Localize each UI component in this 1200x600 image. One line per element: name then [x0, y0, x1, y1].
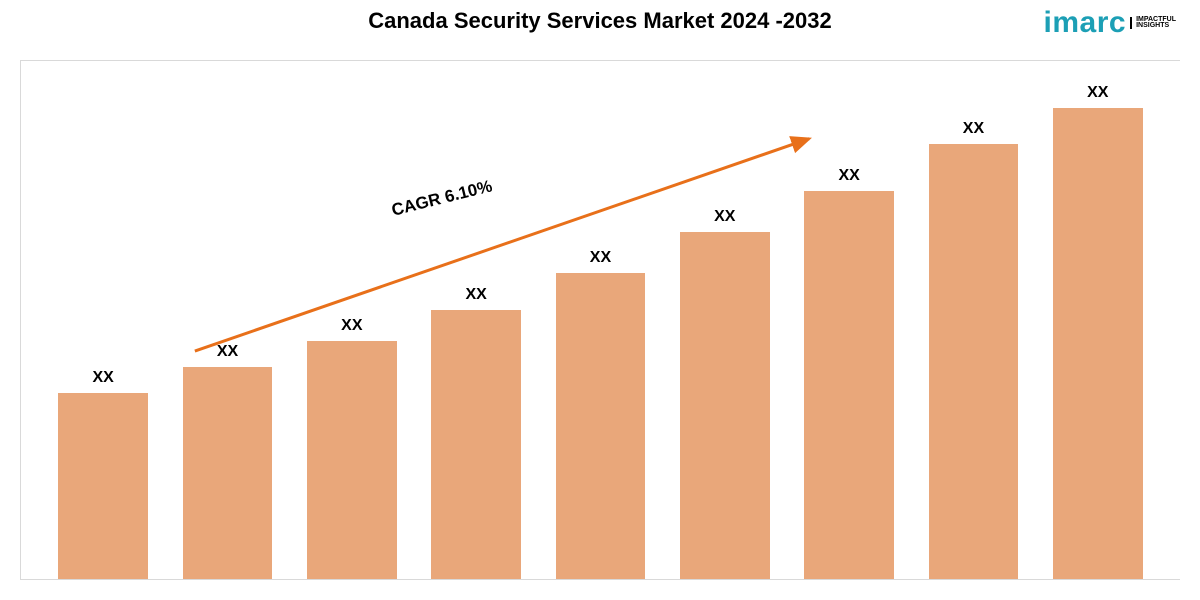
bar-slot: XX [787, 61, 911, 579]
bars-container: XX XX XX XX XX XX XX XX XX [21, 61, 1180, 579]
logo-sub-bottom: INSIGHTS [1136, 23, 1176, 29]
bar-slot: XX [911, 61, 1035, 579]
bar-rect [680, 232, 770, 579]
bar-value-label: XX [217, 343, 238, 361]
bar-slot: XX [290, 61, 414, 579]
bar-slot: XX [41, 61, 165, 579]
chart-title: Canada Security Services Market 2024 -20… [368, 8, 832, 34]
bar-value-label: XX [92, 369, 113, 387]
bar-value-label: XX [714, 208, 735, 226]
bar-value-label: XX [838, 167, 859, 185]
bar-value-label: XX [1087, 84, 1108, 102]
plot-area: CAGR 6.10% XXXXXXXXXXXXXXXXXX [20, 60, 1180, 580]
bar-value-label: XX [465, 286, 486, 304]
bar-value-label: XX [963, 120, 984, 138]
bar-rect [804, 191, 894, 580]
bar-rect [307, 341, 397, 579]
logo-sub-text: IMPACTFUL INSIGHTS [1130, 17, 1176, 30]
bar-rect [58, 393, 148, 579]
bar-rect [556, 273, 646, 579]
bar-value-label: XX [590, 249, 611, 267]
bar-rect [1053, 108, 1143, 579]
bar-slot: XX [1036, 61, 1160, 579]
bar-slot: XX [165, 61, 289, 579]
bar-rect [431, 310, 521, 579]
bar-slot: XX [663, 61, 787, 579]
bar-value-label: XX [341, 317, 362, 335]
logo-main-text: imarc [1044, 6, 1127, 40]
bar-slot: XX [414, 61, 538, 579]
bar-slot: XX [538, 61, 662, 579]
bar-rect [183, 367, 273, 579]
brand-logo: imarc IMPACTFUL INSIGHTS [1044, 6, 1176, 40]
bar-rect [929, 144, 1019, 579]
